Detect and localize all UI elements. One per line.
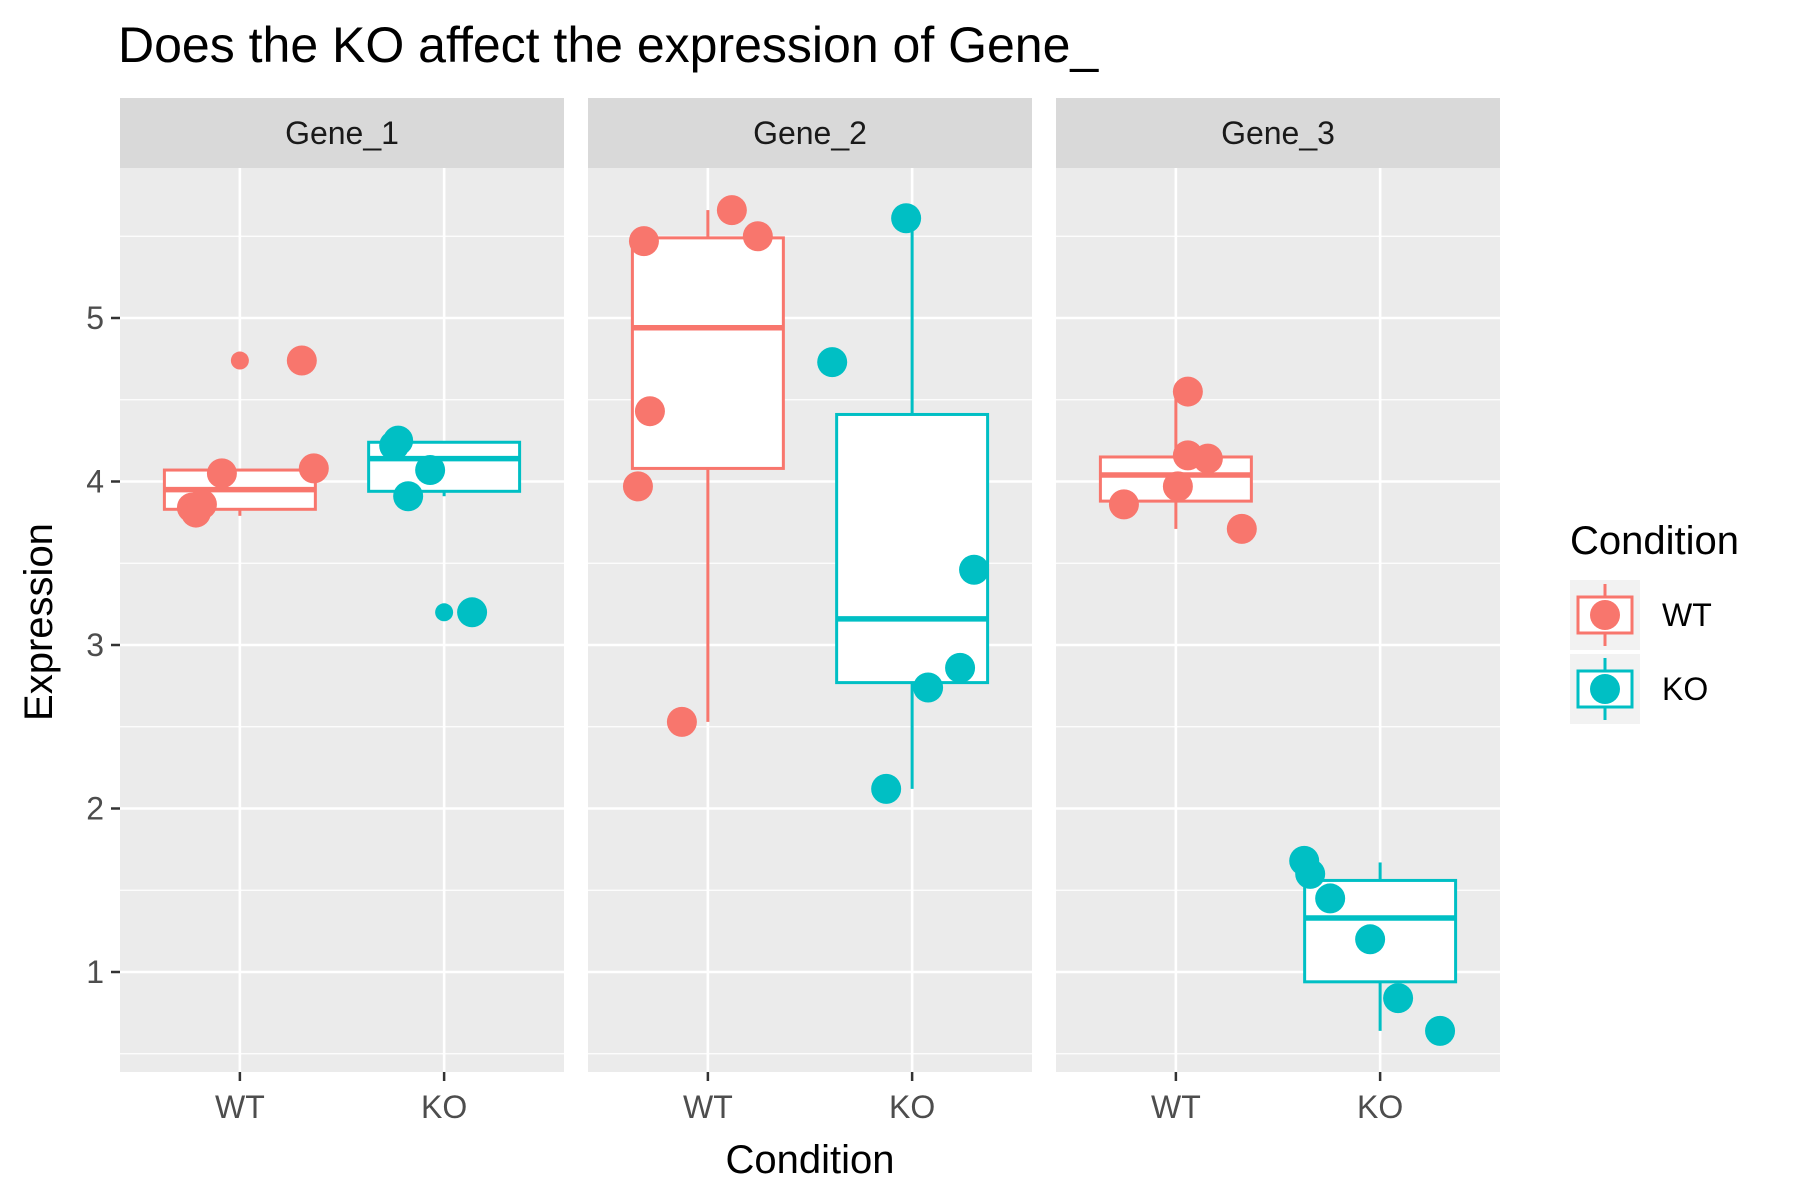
facet-strip-label: Gene_1 xyxy=(285,115,399,151)
y-tick-label: 3 xyxy=(86,627,104,663)
x-tick-label: KO xyxy=(1357,1089,1403,1125)
y-tick-label: 5 xyxy=(86,300,104,336)
data-point-ko xyxy=(1355,924,1386,955)
data-point-ko xyxy=(945,652,976,683)
y-tick-label: 1 xyxy=(86,954,104,990)
legend-key-ko: KO xyxy=(1570,654,1708,724)
boxplot-wt xyxy=(630,210,785,722)
facet-panel-gene-3: Gene_3 WT KO xyxy=(1056,98,1500,1125)
data-point-wt xyxy=(298,453,329,484)
facet-panel-gene-1: Gene_1 WT KO xyxy=(120,98,564,1125)
data-point-wt xyxy=(206,458,237,489)
x-tick-label: WT xyxy=(215,1089,265,1125)
data-point-wt xyxy=(628,226,659,257)
data-point-wt xyxy=(186,489,217,520)
facet-strip xyxy=(1056,98,1500,168)
legend-label: KO xyxy=(1662,671,1708,707)
data-point-ko xyxy=(393,481,424,512)
facet-panels: Gene_1 WT KO Gene_2 WT KO Gene_3 WT KO xyxy=(120,98,1500,1125)
data-point-ko xyxy=(1425,1015,1456,1046)
boxplot-ko xyxy=(835,218,990,789)
data-point-ko xyxy=(457,597,488,628)
y-axis-title: Expression xyxy=(17,523,61,721)
x-axis-title: Condition xyxy=(725,1138,894,1182)
data-point-wt xyxy=(1162,471,1193,502)
data-point-wt xyxy=(1192,443,1223,474)
box xyxy=(630,236,785,470)
data-point-wt xyxy=(1108,489,1139,520)
y-tick-label: 2 xyxy=(86,791,104,827)
x-tick-label: WT xyxy=(683,1089,733,1125)
data-point-wt xyxy=(622,471,653,502)
panel-background xyxy=(120,168,564,1072)
outlier-point xyxy=(230,351,249,370)
data-point-ko xyxy=(1383,983,1414,1014)
data-point-ko xyxy=(817,347,848,378)
y-axis: 1 2 3 4 5 xyxy=(86,300,120,990)
data-point-ko xyxy=(383,425,414,456)
facet-strip-label: Gene_2 xyxy=(753,115,867,151)
y-tick-label: 4 xyxy=(86,464,104,500)
legend-label: WT xyxy=(1662,597,1712,633)
facet-strip xyxy=(120,98,564,168)
data-point-ko xyxy=(959,554,990,585)
box xyxy=(835,412,990,685)
legend-point xyxy=(1590,600,1620,630)
data-point-ko xyxy=(415,455,446,486)
data-point-wt xyxy=(1172,376,1203,407)
data-point-ko xyxy=(871,773,902,804)
legend-key-wt: WT xyxy=(1570,580,1712,650)
data-point-wt xyxy=(742,221,773,252)
data-point-wt xyxy=(286,345,317,376)
facet-strip-label: Gene_3 xyxy=(1221,115,1335,151)
chart-title: Does the KO affect the expression of Gen… xyxy=(118,17,1099,73)
outlier-point xyxy=(435,603,454,622)
data-point-wt xyxy=(716,195,747,226)
data-point-ko xyxy=(891,203,922,234)
data-point-ko xyxy=(1315,883,1346,914)
legend: Condition WT KO xyxy=(1570,519,1739,724)
data-point-wt xyxy=(634,396,665,427)
legend-point xyxy=(1590,674,1620,704)
data-point-wt xyxy=(666,706,697,737)
facet-panel-gene-2: Gene_2 WT KO xyxy=(588,98,1032,1125)
x-tick-label: KO xyxy=(421,1089,467,1125)
x-tick-label: WT xyxy=(1151,1089,1201,1125)
legend-title: Condition xyxy=(1570,519,1739,563)
x-tick-label: KO xyxy=(889,1089,935,1125)
data-point-ko xyxy=(1295,858,1326,889)
facet-strip xyxy=(588,98,1032,168)
data-point-wt xyxy=(1226,513,1257,544)
data-point-ko xyxy=(913,672,944,703)
